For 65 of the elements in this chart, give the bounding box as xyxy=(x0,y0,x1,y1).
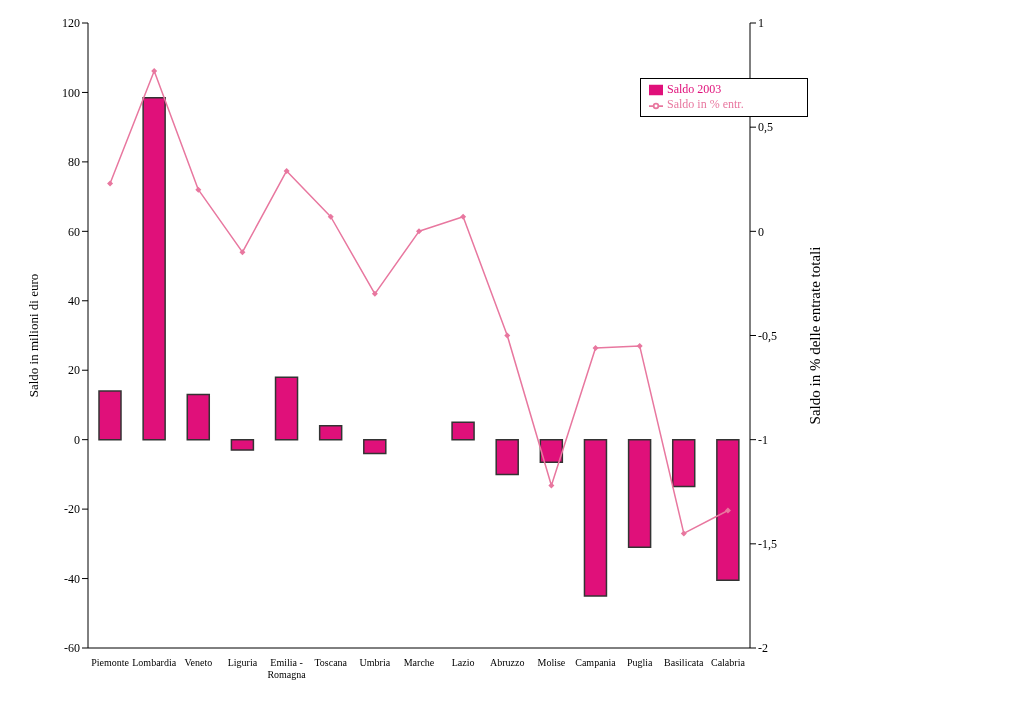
bar xyxy=(495,438,519,476)
point xyxy=(107,180,114,187)
point xyxy=(416,228,422,235)
x-tick-label: Puglia xyxy=(626,657,653,668)
point xyxy=(460,213,467,220)
point xyxy=(283,167,290,174)
point xyxy=(327,213,334,220)
point xyxy=(371,290,378,297)
y-tick-label: -40 xyxy=(64,571,80,586)
y-tick-label: 0 xyxy=(74,432,80,447)
bar xyxy=(451,421,475,441)
bar xyxy=(716,438,740,582)
y2-tick-label: -2 xyxy=(758,641,768,656)
y2-tick-label: 0 xyxy=(758,224,764,239)
x-tick-label: Liguria xyxy=(227,657,258,668)
legend-label: Saldo in % entr. xyxy=(667,97,744,112)
y-tick-label: -20 xyxy=(64,502,80,517)
y2-tick-label: -0,5 xyxy=(758,328,777,343)
x-tick-label: Piemonte xyxy=(91,657,130,668)
bar xyxy=(363,438,387,455)
legend-label: Saldo 2003 xyxy=(667,82,722,96)
point xyxy=(504,332,511,339)
bar xyxy=(583,438,608,597)
x-tick-label: Umbria xyxy=(359,657,391,668)
point xyxy=(239,249,246,256)
y-tick-label: -60 xyxy=(64,641,80,656)
point xyxy=(724,507,731,514)
x-tick-label: Lombardia xyxy=(132,657,177,668)
y-axis-title: Saldo in milioni di euro xyxy=(25,273,41,398)
bar xyxy=(230,438,255,451)
bar xyxy=(98,390,122,441)
y-tick-label: 20 xyxy=(68,363,80,378)
y-tick-label: 80 xyxy=(68,155,80,170)
point xyxy=(195,186,202,193)
y2-tick-label: 0,5 xyxy=(758,120,773,135)
y2-tick-label: -1 xyxy=(758,432,768,447)
x-tick-label: Molise xyxy=(537,657,566,668)
y2-tick-label: -1,5 xyxy=(758,537,777,552)
x-tick-label: Veneto xyxy=(184,657,213,668)
x-tick-label: Abruzzo xyxy=(490,657,525,668)
bar xyxy=(671,438,696,488)
bar xyxy=(142,96,166,441)
bar xyxy=(318,425,343,441)
y2-axis-title: Saldo in % delle entrate totali xyxy=(807,246,824,425)
point xyxy=(548,482,555,489)
x-tick-label: Emilia - Romagna xyxy=(267,657,307,680)
y-tick-label: 120 xyxy=(62,16,80,31)
bar xyxy=(274,376,299,441)
point xyxy=(680,530,687,537)
point xyxy=(636,342,643,349)
bar xyxy=(539,438,564,463)
y2-tick-label: 1 xyxy=(758,16,764,31)
x-tick-label: Calabria xyxy=(711,657,746,668)
point xyxy=(592,345,599,351)
x-tick-label: Campania xyxy=(575,657,617,668)
bar xyxy=(186,393,211,441)
x-tick-label: Toscana xyxy=(314,657,348,668)
y-tick-label: 40 xyxy=(68,294,80,309)
x-tick-label: Lazio xyxy=(451,657,475,668)
bar xyxy=(627,438,652,549)
x-tick-label: Basilicata xyxy=(664,657,705,668)
x-tick-label: Marche xyxy=(403,657,435,668)
point xyxy=(151,67,158,74)
y-tick-label: 100 xyxy=(62,85,80,100)
y-tick-label: 60 xyxy=(68,224,80,239)
